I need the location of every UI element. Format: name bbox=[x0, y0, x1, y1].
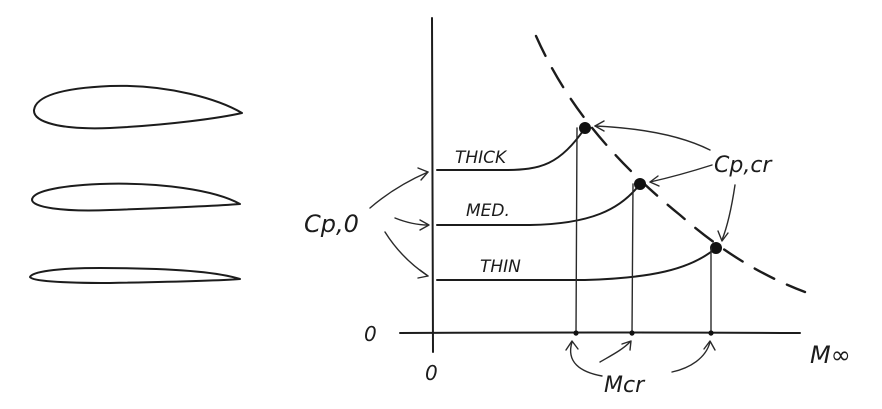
drop-lines bbox=[573, 127, 714, 336]
thick-curve bbox=[436, 127, 586, 171]
origin-y-zero: 0 bbox=[364, 322, 377, 346]
m-cr-label: Mcr bbox=[604, 373, 646, 398]
medium-critical-point bbox=[634, 178, 646, 190]
cp0-arrow-medium bbox=[394, 217, 429, 226]
cpcr-arrow-thin-head bbox=[717, 230, 729, 242]
cp-critical-curve bbox=[534, 34, 807, 294]
cpcr-arrow-medium bbox=[649, 164, 713, 183]
mcr-arrow-right bbox=[671, 341, 711, 373]
cp0-arrow-thick-head bbox=[417, 167, 429, 181]
cp0-arrow-thick bbox=[369, 171, 429, 209]
medium-drop-line bbox=[631, 183, 634, 336]
thick-airfoil bbox=[33, 84, 243, 130]
medium-label: MED. bbox=[466, 201, 510, 221]
cp0-arrows bbox=[369, 167, 430, 279]
mcr-arrows bbox=[565, 340, 716, 377]
mcr-arrow-mid-head bbox=[621, 340, 632, 351]
mcr-arrow-left bbox=[569, 341, 603, 377]
cp0-arrow-medium-head bbox=[419, 219, 430, 231]
thin-airfoil bbox=[29, 267, 241, 284]
mcr-arrow-mid bbox=[599, 341, 631, 363]
medium-curve bbox=[436, 183, 641, 226]
medium-mcr-tick bbox=[629, 330, 635, 336]
cpcr-arrows bbox=[594, 120, 736, 242]
thin-critical-point bbox=[710, 242, 722, 254]
airfoil-group bbox=[29, 84, 243, 284]
thin-label: THIN bbox=[480, 257, 521, 277]
mcr-arrow-left-head bbox=[565, 340, 579, 351]
thick-mcr-tick bbox=[573, 330, 579, 336]
curves bbox=[436, 127, 717, 281]
cpcr-arrow-medium-head bbox=[649, 175, 660, 187]
cpcr-arrow-thick-head bbox=[594, 120, 605, 132]
cp0-arrow-thin bbox=[384, 231, 429, 277]
critical-points bbox=[579, 122, 722, 254]
x-axis-label: M∞ bbox=[810, 341, 851, 369]
origin-x-zero: 0 bbox=[425, 361, 438, 385]
cp0-arrow-thin-head bbox=[417, 269, 429, 279]
thick-label: THICK bbox=[455, 148, 508, 168]
x-axis bbox=[399, 331, 801, 334]
thin-mcr-tick bbox=[708, 330, 714, 336]
y-axis bbox=[431, 17, 434, 353]
cpcr-arrow-thick bbox=[594, 125, 711, 151]
thick-drop-line bbox=[575, 127, 578, 336]
thin-curve bbox=[436, 247, 717, 281]
medium-airfoil bbox=[31, 182, 241, 212]
mcr-arrow-right-head bbox=[703, 340, 716, 351]
cp-cr-label: Cp,cr bbox=[714, 153, 773, 178]
thick-critical-point bbox=[579, 122, 591, 134]
cpcr-arrow-thin bbox=[721, 184, 736, 241]
cp0-label: Cp,0 bbox=[304, 210, 359, 238]
axes bbox=[399, 17, 801, 353]
